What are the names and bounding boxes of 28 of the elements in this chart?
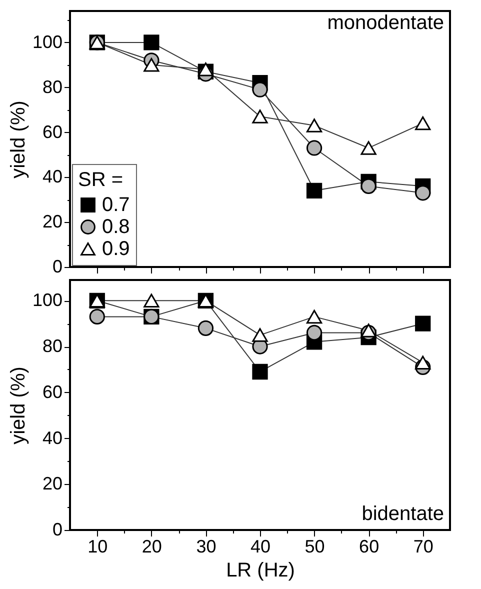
- y-tick-label: 80: [42, 76, 62, 97]
- legend-label: 0.7: [102, 194, 130, 216]
- y-axis-title: yield (%): [7, 366, 30, 444]
- x-tick-label: 50: [304, 536, 325, 556]
- y-tick-label: 60: [42, 122, 62, 142]
- y-tick-label: 20: [42, 474, 62, 494]
- y-tick-label: 0: [52, 520, 62, 540]
- x-tick-label: 10: [88, 536, 108, 556]
- y-tick-label: 40: [42, 428, 62, 448]
- y-tick-label: 100: [32, 290, 62, 310]
- x-tick-label: 40: [250, 536, 271, 556]
- y-tick-label: 0: [52, 256, 62, 276]
- x-axis-title: LR (Hz): [226, 560, 295, 582]
- x-tick-label: 30: [196, 536, 216, 556]
- y-tick-label: 20: [42, 212, 62, 232]
- y-tick-label: 80: [42, 336, 62, 356]
- legend-label: 0.9: [102, 238, 130, 260]
- x-tick-label: 70: [413, 536, 434, 556]
- annotation: bidentate: [362, 503, 444, 525]
- x-tick-label: 20: [142, 536, 162, 556]
- x-tick-label: 60: [359, 536, 380, 556]
- y-tick-label: 100: [32, 32, 62, 52]
- y-axis-title: yield (%): [7, 100, 30, 178]
- y-tick-label: 40: [42, 166, 62, 187]
- y-tick-label: 60: [42, 382, 62, 402]
- legend-label: 0.8: [102, 216, 130, 238]
- annotation: monodentate: [327, 12, 444, 34]
- legend-title: SR =: [78, 169, 124, 191]
